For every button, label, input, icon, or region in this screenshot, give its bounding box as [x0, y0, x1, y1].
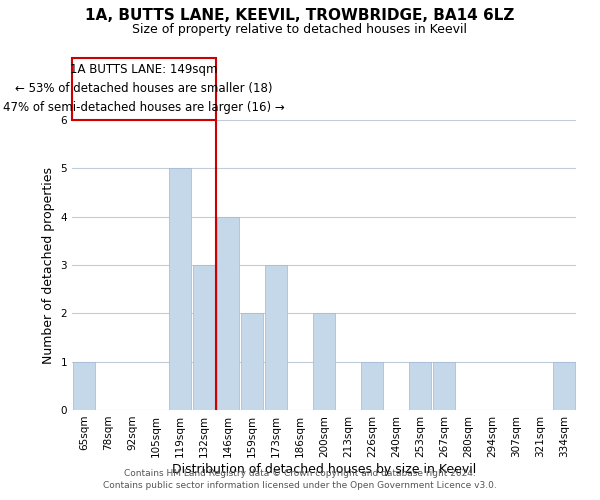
Bar	[553, 362, 575, 410]
Bar	[193, 265, 215, 410]
Text: 1A, BUTTS LANE, KEEVIL, TROWBRIDGE, BA14 6LZ: 1A, BUTTS LANE, KEEVIL, TROWBRIDGE, BA14…	[85, 8, 515, 22]
Bar	[313, 314, 335, 410]
Text: 1A BUTTS LANE: 149sqm
← 53% of detached houses are smaller (18)
47% of semi-deta: 1A BUTTS LANE: 149sqm ← 53% of detached …	[3, 64, 285, 114]
Text: Contains HM Land Registry data © Crown copyright and database right 2024.
Contai: Contains HM Land Registry data © Crown c…	[103, 468, 497, 490]
Bar	[241, 314, 263, 410]
X-axis label: Distribution of detached houses by size in Keevil: Distribution of detached houses by size …	[172, 462, 476, 475]
Bar	[433, 362, 455, 410]
Y-axis label: Number of detached properties: Number of detached properties	[42, 166, 55, 364]
Bar	[217, 216, 239, 410]
Bar	[73, 362, 95, 410]
Bar	[265, 265, 287, 410]
Bar	[169, 168, 191, 410]
Bar	[361, 362, 383, 410]
Bar	[409, 362, 431, 410]
Text: Size of property relative to detached houses in Keevil: Size of property relative to detached ho…	[133, 22, 467, 36]
